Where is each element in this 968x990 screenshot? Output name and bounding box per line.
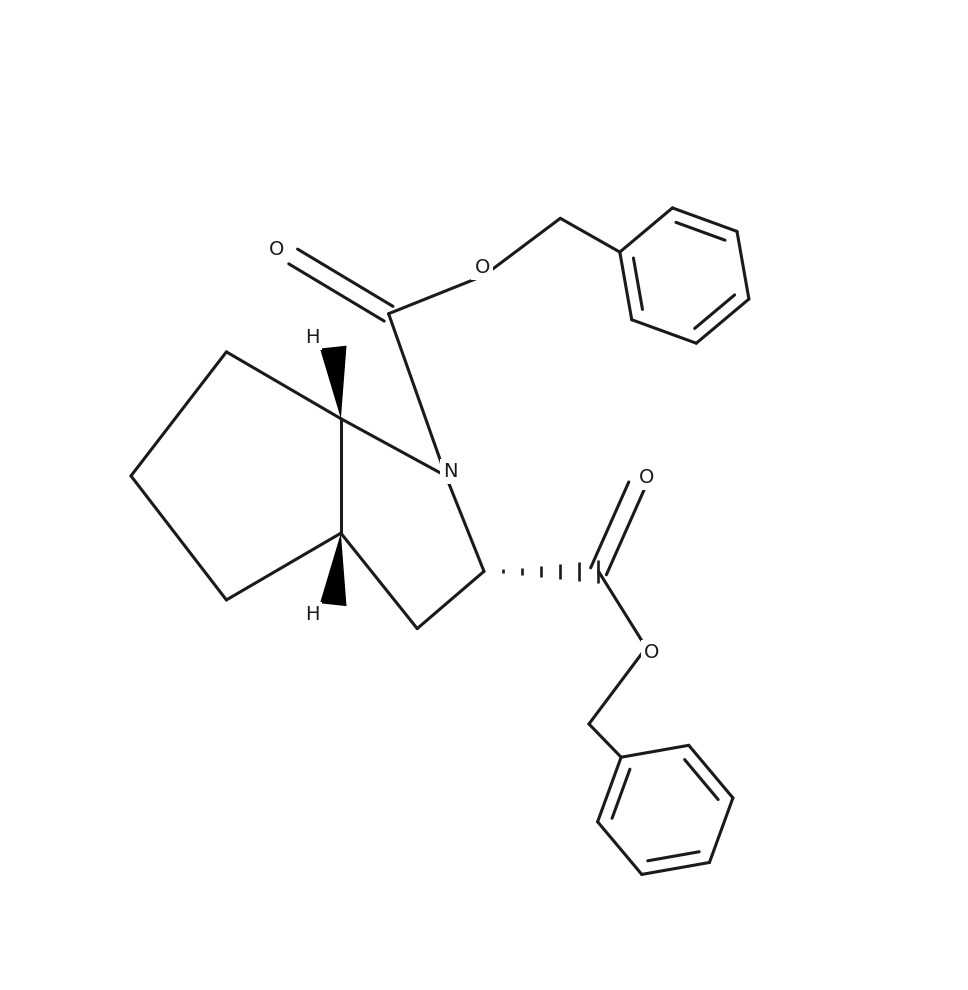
Text: H: H	[305, 328, 319, 347]
Text: O: O	[639, 468, 654, 487]
Text: O: O	[474, 258, 490, 277]
Polygon shape	[320, 346, 347, 419]
Text: N: N	[443, 461, 458, 481]
Text: H: H	[305, 605, 319, 624]
Text: O: O	[269, 241, 285, 259]
Polygon shape	[320, 534, 347, 606]
Text: O: O	[645, 643, 659, 662]
